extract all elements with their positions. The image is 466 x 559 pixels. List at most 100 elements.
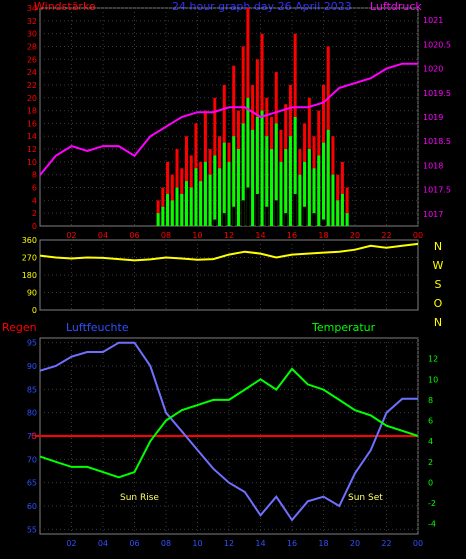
pressure-series-line — [39, 62, 418, 176]
average-bar-5 — [180, 193, 184, 226]
average-bar-4 — [175, 187, 179, 226]
pressure-y-tick-3: 1018.5 — [423, 137, 451, 146]
compass-label-2: S — [435, 278, 442, 291]
wind-x-tick-9: 20 — [350, 231, 360, 240]
pressure-y-tick-7: 1020.5 — [423, 40, 451, 49]
temperature-y-tick-4: 4 — [428, 437, 433, 446]
wind-x-tick-0: 02 — [66, 231, 76, 240]
average-bar-40 — [345, 213, 349, 226]
wind-y-tick-12: 24 — [27, 68, 37, 77]
average-bar-12 — [213, 155, 217, 226]
wind-x-tick-6: 14 — [255, 231, 265, 240]
humidity-grid — [40, 338, 419, 534]
average-bar-37 — [331, 174, 335, 226]
wind-y-tick-16: 32 — [27, 17, 37, 26]
minimum-bar-3 — [241, 200, 245, 226]
humidity-x-tick-9: 20 — [350, 539, 360, 548]
average-bar-33 — [312, 168, 316, 226]
direction-series-line — [39, 242, 419, 262]
temperature-y-tick-5: 6 — [428, 417, 433, 426]
wind-y-tick-13: 26 — [27, 55, 37, 64]
minimum-bar-9 — [293, 193, 297, 226]
temperature-y-tick-8: 12 — [428, 355, 438, 364]
humidity-y-tick-6: 85 — [27, 385, 37, 394]
average-bar-23 — [265, 136, 269, 226]
minimum-bar-12 — [322, 219, 325, 226]
wind-x-tick-5: 12 — [224, 231, 234, 240]
wind-y-tick-14: 28 — [27, 42, 37, 51]
humidity-series-line — [39, 341, 418, 522]
pressure-y-tick-5: 1019.5 — [423, 89, 451, 98]
minimum-bar-10 — [303, 206, 307, 226]
wind-y-tick-8: 16 — [27, 119, 37, 128]
temperature-series-line — [39, 367, 419, 479]
average-bar-10 — [203, 161, 207, 226]
wind-x-tick-2: 06 — [129, 231, 139, 240]
direction-y-tick-2: 180 — [22, 271, 37, 280]
minimum-bar-8 — [284, 213, 288, 226]
pressure-y-tick-0: 1017 — [423, 210, 443, 219]
humidity-x-axis: 02 04 06 08 10 12 14 16 18 20 22 00 — [66, 539, 423, 548]
minimum-bar-4 — [246, 187, 250, 226]
humidity-x-tick-4: 10 — [192, 539, 202, 548]
average-bar-8 — [194, 168, 198, 226]
temperature-title: Temperatur — [311, 321, 376, 334]
wind-x-tick-10: 22 — [381, 231, 391, 240]
average-bar-27 — [284, 149, 288, 226]
humidity-y-tick-7: 90 — [27, 362, 37, 371]
humidity-y-tick-1: 60 — [27, 502, 37, 511]
humidity-x-tick-6: 14 — [255, 539, 265, 548]
humidity-x-tick-10: 22 — [381, 539, 391, 548]
wind-x-tick-8: 18 — [318, 231, 328, 240]
wind-y-tick-15: 30 — [27, 30, 37, 39]
pressure-y-tick-6: 1020 — [423, 65, 443, 74]
sunset-label: Sun Set — [348, 493, 383, 503]
wind-x-tick-7: 16 — [287, 231, 297, 240]
average-bar-35 — [322, 142, 325, 226]
minimum-bar-5 — [255, 193, 259, 226]
wind-y-tick-9: 18 — [27, 107, 37, 116]
sunrise-label: Sun Rise — [120, 493, 159, 503]
humidity-x-tick-0: 02 — [66, 539, 76, 548]
top-title: 24 hour graph day 26 April 2023 — [172, 0, 352, 13]
humidity-y-tick-4: 75 — [27, 432, 37, 441]
humidity-y-tick-8: 95 — [27, 339, 37, 348]
wind-x-tick-4: 10 — [192, 231, 202, 240]
average-bar-0 — [156, 213, 160, 226]
temperature-y-tick-0: -4 — [428, 520, 436, 529]
minimum-bar-6 — [265, 206, 269, 226]
rain-zero-label: 0 — [31, 432, 37, 442]
pressure-title: Luftdruck — [370, 0, 422, 13]
humidity-y-axis: 55 60 65 70 75 80 85 90 95 — [27, 339, 37, 535]
wind-y-tick-7: 14 — [27, 132, 37, 141]
average-bar-6 — [184, 181, 188, 226]
minimum-bar-0 — [213, 219, 217, 226]
pressure-y-tick-8: 1021 — [423, 16, 443, 25]
wind-y-tick-5: 10 — [27, 158, 37, 167]
wind-y-tick-2: 4 — [32, 196, 37, 205]
average-bar-26 — [279, 161, 283, 226]
gust-bar-40 — [345, 187, 349, 226]
wind-x-tick-11: 00 — [413, 231, 423, 240]
humidity-x-tick-1: 04 — [98, 539, 108, 548]
average-bar-21 — [255, 117, 259, 226]
minimum-bar-1 — [222, 213, 226, 226]
humidity-x-tick-2: 06 — [129, 539, 139, 548]
humidity-x-tick-7: 16 — [287, 539, 297, 548]
average-bar-16 — [232, 136, 236, 226]
pressure-y-axis: 1017 1017.5 1018 1018.5 1019 1019.5 1020 1020.5… — [423, 16, 451, 219]
wind-y-tick-11: 22 — [27, 81, 37, 90]
average-bar-13 — [218, 168, 222, 226]
humidity-y-tick-0: 55 — [27, 525, 37, 534]
wind-y-tick-1: 2 — [32, 209, 37, 218]
minimum-bar-7 — [274, 200, 278, 226]
temperature-y-tick-6: 8 — [428, 396, 433, 405]
humidity-y-tick-2: 65 — [27, 479, 37, 488]
direction-y-axis: 0 90 180 270 360 — [22, 236, 37, 315]
wind-x-axis: 02 04 06 08 10 12 14 16 18 20 22 00 — [66, 231, 423, 240]
